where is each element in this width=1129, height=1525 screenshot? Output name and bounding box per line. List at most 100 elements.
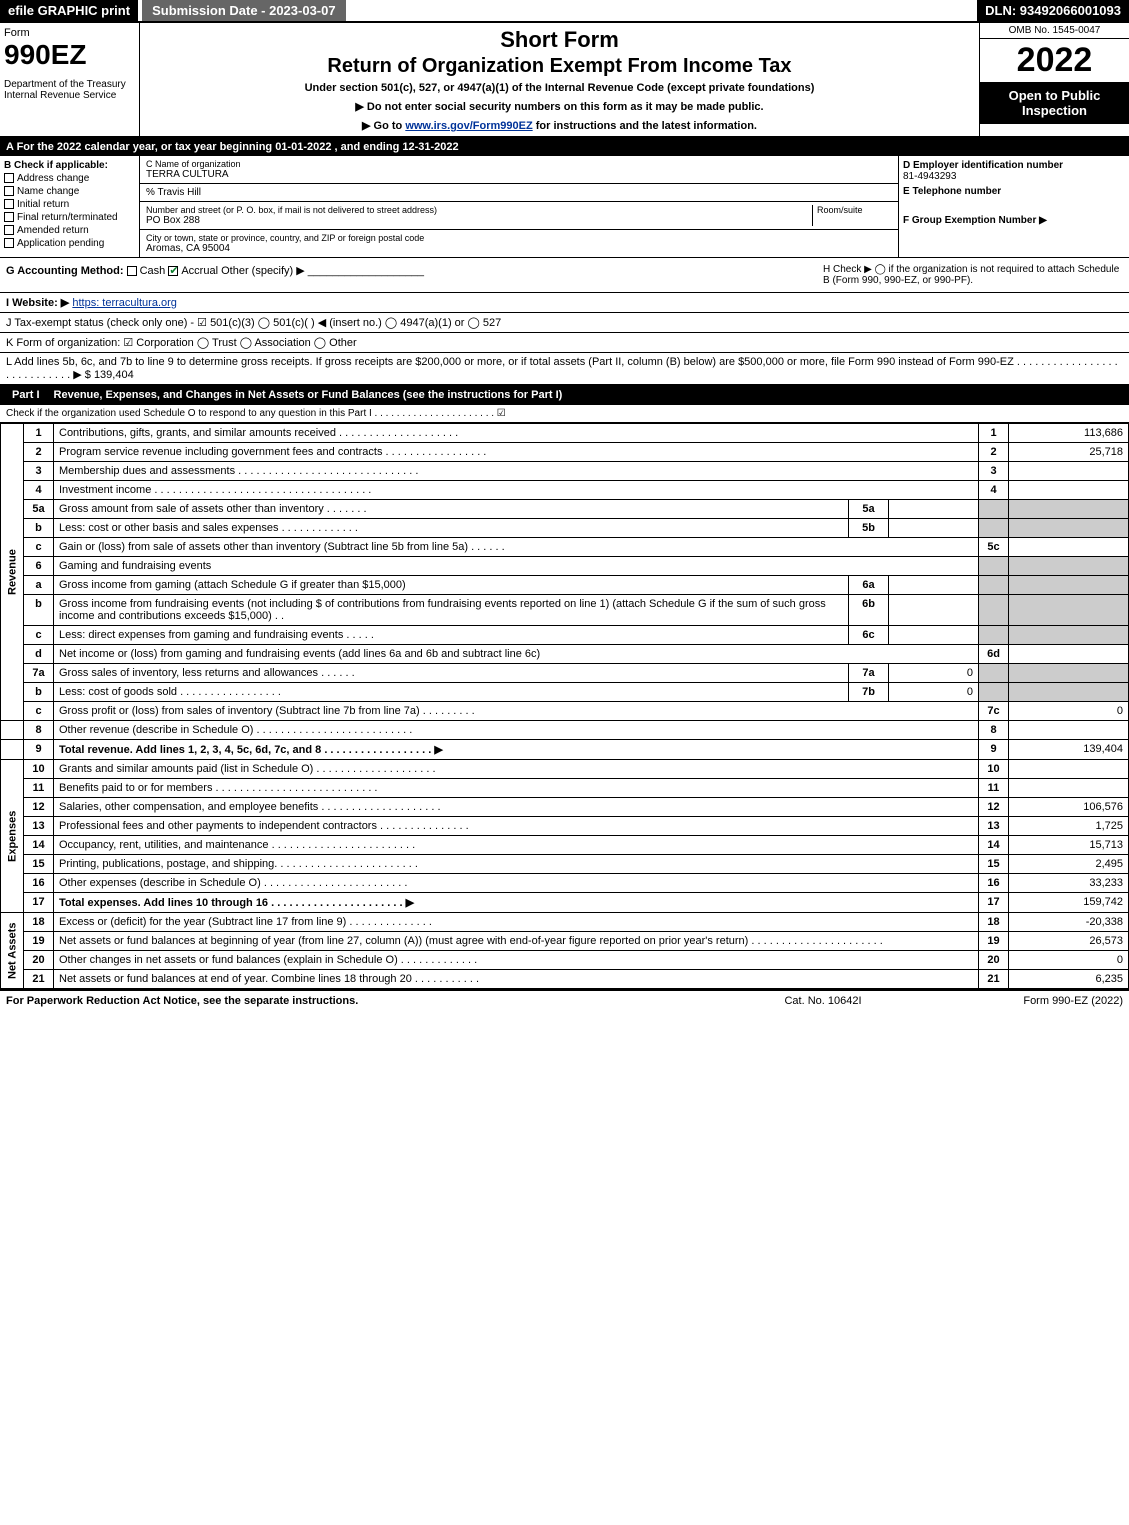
line-5b-subval xyxy=(889,519,979,538)
line-17-num: 17 xyxy=(24,893,54,913)
chk-name-change[interactable]: Name change xyxy=(4,186,135,197)
line-10-num: 10 xyxy=(24,760,54,779)
shade xyxy=(979,683,1009,702)
form-number: 990EZ xyxy=(4,39,135,71)
line-k-org-form: K Form of organization: ☑ Corporation ◯ … xyxy=(0,333,1129,353)
line-16-amt: 33,233 xyxy=(1009,874,1129,893)
shade xyxy=(979,576,1009,595)
tel-label: E Telephone number xyxy=(903,186,1125,197)
col-d-ein: D Employer identification number 81-4943… xyxy=(899,156,1129,257)
line-17-amt: 159,742 xyxy=(1009,893,1129,913)
line-18-num: 18 xyxy=(24,913,54,932)
line-6b-num: b xyxy=(24,595,54,626)
website-link[interactable]: https: terracultura.org xyxy=(72,297,177,309)
ein-label: D Employer identification number xyxy=(903,160,1125,171)
line-15-num: 15 xyxy=(24,855,54,874)
shade xyxy=(979,557,1009,576)
line-2-desc: Program service revenue including govern… xyxy=(54,443,979,462)
shade xyxy=(979,595,1009,626)
inspection-label: Open to Public Inspection xyxy=(980,82,1129,124)
dln-label: DLN: 93492066001093 xyxy=(977,0,1129,21)
line-14-ln: 14 xyxy=(979,836,1009,855)
netassets-section-label: Net Assets xyxy=(1,913,24,989)
chk-initial-return[interactable]: Initial return xyxy=(4,199,135,210)
form-subtitle: Under section 501(c), 527, or 4947(a)(1)… xyxy=(148,82,971,94)
line-6c-desc: Less: direct expenses from gaming and fu… xyxy=(54,626,849,645)
line-4-amt xyxy=(1009,481,1129,500)
expenses-section-label: Expenses xyxy=(1,760,24,913)
group-exemption-label: F Group Exemption Number ▶ xyxy=(903,215,1125,226)
line-20-desc: Other changes in net assets or fund bala… xyxy=(54,951,979,970)
room-label: Room/suite xyxy=(817,205,892,215)
header-center: Short Form Return of Organization Exempt… xyxy=(140,23,979,136)
shade xyxy=(1009,664,1129,683)
line-3-amt xyxy=(1009,462,1129,481)
shade xyxy=(1009,519,1129,538)
org-name-label: C Name of organization xyxy=(146,159,892,169)
top-bar: efile GRAPHIC print Submission Date - 20… xyxy=(0,0,1129,23)
note-website: ▶ Go to www.irs.gov/Form990EZ for instru… xyxy=(148,119,971,132)
ein-value: 81-4943293 xyxy=(903,171,1125,182)
line-21-num: 21 xyxy=(24,970,54,989)
line-15-ln: 15 xyxy=(979,855,1009,874)
line-l-gross-receipts: L Add lines 5b, 6c, and 7b to line 9 to … xyxy=(0,353,1129,385)
addr: PO Box 288 xyxy=(146,215,812,226)
line-19-num: 19 xyxy=(24,932,54,951)
shade xyxy=(1009,683,1129,702)
col-c-org-info: C Name of organization TERRA CULTURA % T… xyxy=(140,156,899,257)
line-20-ln: 20 xyxy=(979,951,1009,970)
submission-date: Submission Date - 2023-03-07 xyxy=(142,0,346,21)
line-5a-desc: Gross amount from sale of assets other t… xyxy=(54,500,849,519)
line-5c-ln: 5c xyxy=(979,538,1009,557)
row-a-tax-year: A For the 2022 calendar year, or tax yea… xyxy=(0,138,1129,156)
chk-amended-return[interactable]: Amended return xyxy=(4,225,135,236)
section-h: H Check ▶ ◯ if the organization is not r… xyxy=(823,264,1123,286)
line-2-ln: 2 xyxy=(979,443,1009,462)
line-15-amt: 2,495 xyxy=(1009,855,1129,874)
line-6c-sub: 6c xyxy=(849,626,889,645)
chk-address-change[interactable]: Address change xyxy=(4,173,135,184)
chk-cash[interactable] xyxy=(127,266,137,276)
line-13-num: 13 xyxy=(24,817,54,836)
city-label: City or town, state or province, country… xyxy=(146,233,892,243)
line-7b-sub: 7b xyxy=(849,683,889,702)
shade xyxy=(979,626,1009,645)
line-8-amt xyxy=(1009,721,1129,740)
form-header: Form 990EZ Department of the Treasury In… xyxy=(0,23,1129,138)
footer-catno: Cat. No. 10642I xyxy=(723,995,923,1007)
line-5b-num: b xyxy=(24,519,54,538)
line-13-amt: 1,725 xyxy=(1009,817,1129,836)
shade xyxy=(1009,557,1129,576)
line-9-num: 9 xyxy=(24,740,54,760)
line-12-num: 12 xyxy=(24,798,54,817)
line-20-amt: 0 xyxy=(1009,951,1129,970)
footer-left: For Paperwork Reduction Act Notice, see … xyxy=(6,995,723,1007)
line-8-desc: Other revenue (describe in Schedule O) .… xyxy=(54,721,979,740)
accounting-method: G Accounting Method: Cash Accrual Other … xyxy=(6,264,823,286)
line-7a-sub: 7a xyxy=(849,664,889,683)
line-11-ln: 11 xyxy=(979,779,1009,798)
line-1-num: 1 xyxy=(24,424,54,443)
other-specify: Other (specify) ▶ xyxy=(221,265,305,277)
chk-accrual[interactable] xyxy=(168,266,178,276)
efile-label: efile GRAPHIC print xyxy=(0,0,138,21)
addr-label: Number and street (or P. O. box, if mail… xyxy=(146,205,812,215)
line-12-amt: 106,576 xyxy=(1009,798,1129,817)
line-8-ln: 8 xyxy=(979,721,1009,740)
line-7c-num: c xyxy=(24,702,54,721)
line-14-num: 14 xyxy=(24,836,54,855)
shade xyxy=(1009,626,1129,645)
irs-link[interactable]: www.irs.gov/Form990EZ xyxy=(405,120,532,132)
line-16-desc: Other expenses (describe in Schedule O) … xyxy=(54,874,979,893)
line-11-num: 11 xyxy=(24,779,54,798)
line-7b-num: b xyxy=(24,683,54,702)
line-9-desc: Total revenue. Add lines 1, 2, 3, 4, 5c,… xyxy=(54,740,979,760)
line-l-amount: 139,404 xyxy=(94,369,134,381)
line-14-amt: 15,713 xyxy=(1009,836,1129,855)
line-13-ln: 13 xyxy=(979,817,1009,836)
line-1-ln: 1 xyxy=(979,424,1009,443)
line-7c-amt: 0 xyxy=(1009,702,1129,721)
line-3-ln: 3 xyxy=(979,462,1009,481)
chk-final-return[interactable]: Final return/terminated xyxy=(4,212,135,223)
chk-application-pending[interactable]: Application pending xyxy=(4,238,135,249)
